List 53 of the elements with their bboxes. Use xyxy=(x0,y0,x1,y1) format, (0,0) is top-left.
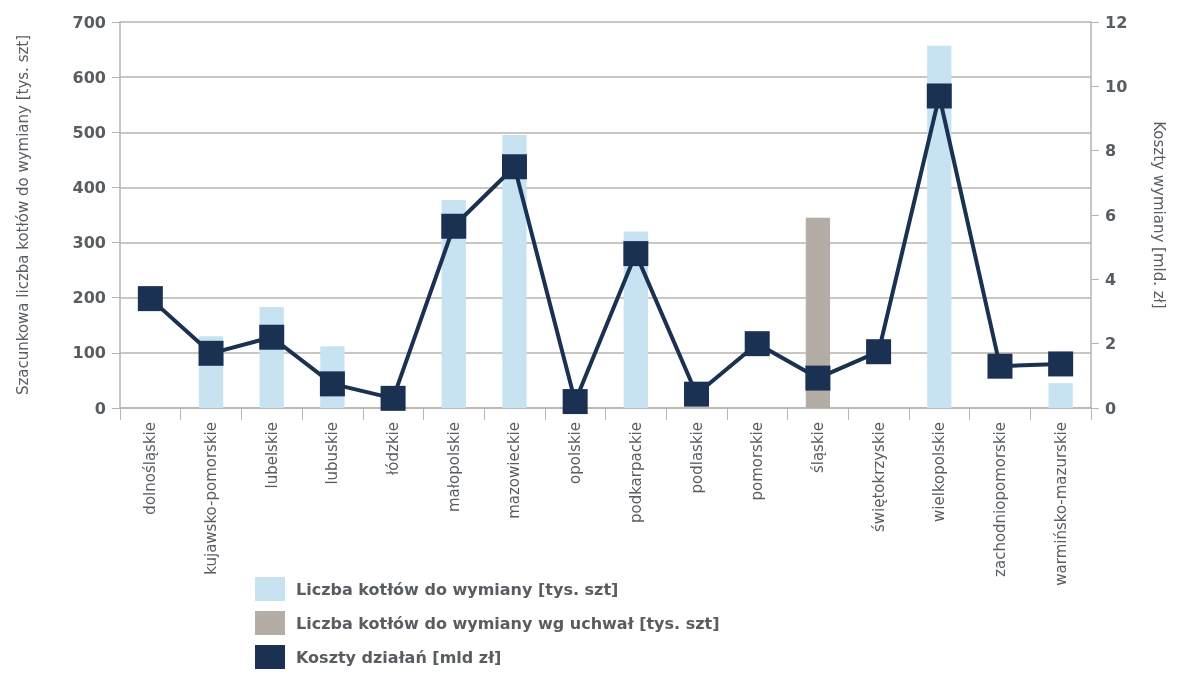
point xyxy=(198,340,224,366)
point xyxy=(501,154,527,180)
x-tick-label: warmińsko-mazurskie xyxy=(1051,422,1070,586)
legend-label: Koszty działań [mld zł] xyxy=(296,647,502,667)
y2-tick-label: 4 xyxy=(1105,269,1117,289)
x-tick-label: świętokrzyskie xyxy=(869,422,888,533)
point xyxy=(319,371,345,397)
x-tick-label: małopolskie xyxy=(444,422,463,513)
y2-tick-label: 10 xyxy=(1105,76,1128,96)
x-tick-label: łódzkie xyxy=(384,422,403,475)
point xyxy=(137,286,163,312)
bar xyxy=(1048,383,1073,408)
x-tick-label: zachodniopomorskie xyxy=(990,422,1009,577)
x-tick-label: lubuskie xyxy=(323,422,342,485)
x-tick-label: opolskie xyxy=(566,422,585,484)
x-tick-label: mazowieckie xyxy=(505,422,524,519)
y-tick-label: 400 xyxy=(72,177,106,197)
point xyxy=(926,83,952,109)
y-tick-label: 700 xyxy=(72,12,106,32)
legend-label: Liczba kotłów do wymiany [tys. szt] xyxy=(296,579,619,599)
y2-tick-label: 2 xyxy=(1105,334,1117,354)
y2-tick-label: 0 xyxy=(1105,398,1117,418)
point xyxy=(866,339,892,365)
point xyxy=(259,324,285,350)
x-tick-label: wielkopolskie xyxy=(930,422,949,522)
x-tick-label: dolnośląskie xyxy=(141,422,160,515)
y-tick-label: 0 xyxy=(94,398,106,418)
y-tick-label: 300 xyxy=(72,233,106,253)
legend-label: Liczba kotłów do wymiany wg uchwał [tys. szt] xyxy=(296,613,720,633)
point xyxy=(623,241,649,267)
y-tick-label: 200 xyxy=(72,288,106,308)
y2-tick-label: 6 xyxy=(1105,205,1117,225)
point xyxy=(562,389,588,415)
x-tick-label: kujawsko-pomorskie xyxy=(202,422,221,575)
point xyxy=(987,353,1013,379)
y2-tick-label: 8 xyxy=(1105,141,1117,161)
x-tick-label: podkarpackie xyxy=(626,422,645,524)
y-tick-label: 600 xyxy=(72,67,106,87)
y2-axis-title: Koszty wymiany [mld. zł] xyxy=(1149,121,1168,309)
point xyxy=(441,213,467,239)
y2-tick-label: 12 xyxy=(1105,12,1128,32)
y-tick-label: 500 xyxy=(72,122,106,142)
point xyxy=(380,385,406,411)
point xyxy=(805,365,831,391)
x-tick-label: śląskie xyxy=(808,422,827,474)
point xyxy=(684,381,710,407)
y-axis-title: Szacunkowa liczba kotłów do wymiany [tys. szt] xyxy=(13,34,32,396)
x-tick-label: podlaskie xyxy=(687,422,706,494)
y-tick-label: 100 xyxy=(72,343,106,363)
point xyxy=(1048,351,1074,377)
x-tick-label: lubelskie xyxy=(262,422,281,489)
point xyxy=(744,331,770,357)
x-tick-label: pomorskie xyxy=(748,422,767,501)
